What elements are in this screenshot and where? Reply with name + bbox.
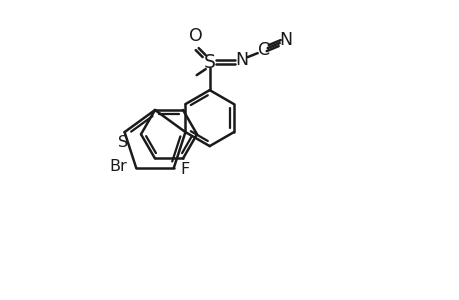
Text: N: N	[235, 51, 248, 69]
Text: S: S	[117, 135, 127, 150]
Text: Br: Br	[109, 159, 127, 174]
Text: N: N	[279, 31, 291, 49]
Text: S: S	[203, 52, 215, 72]
Text: O: O	[188, 27, 202, 45]
Text: F: F	[180, 162, 189, 177]
Text: C: C	[257, 41, 269, 59]
